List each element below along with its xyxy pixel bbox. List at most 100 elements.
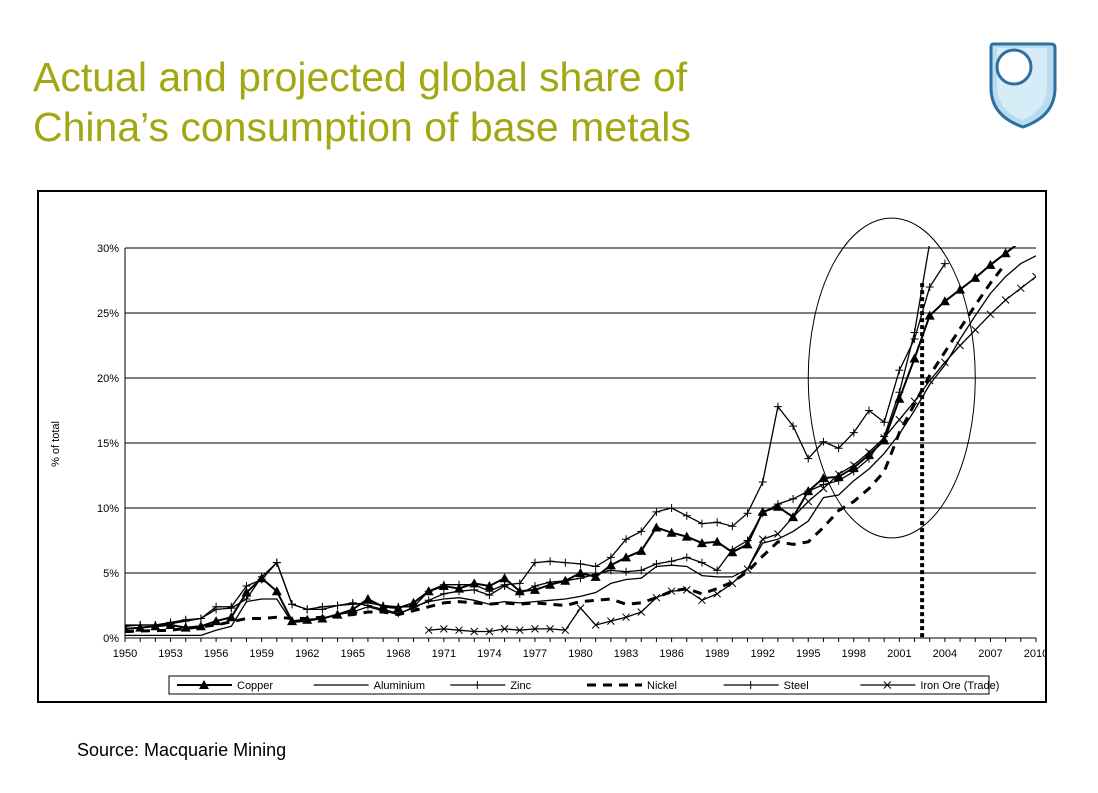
data-point [195, 621, 206, 631]
data-point [789, 494, 798, 503]
data-point [652, 507, 661, 516]
data-point [363, 598, 372, 607]
data-point [728, 522, 737, 531]
data-point [424, 596, 433, 605]
legend-box [168, 675, 990, 695]
data-point [1032, 272, 1036, 281]
data-point [667, 557, 676, 566]
data-point [606, 553, 615, 562]
data-point [667, 504, 676, 512]
series-iron-ore-trade [424, 272, 1036, 636]
data-point [971, 326, 980, 334]
data-point [166, 619, 175, 628]
data-point [939, 296, 950, 306]
data-point [637, 608, 646, 616]
data-point [546, 578, 555, 587]
data-point [561, 626, 570, 635]
data-point [637, 527, 646, 536]
data-point [530, 582, 539, 590]
axis-layer: 0% 5% 10% 15% 20% 25% 30% 1950 1953 1956 1959 1962 1… [97, 243, 1045, 660]
line-chart: 0% 5% 10% 15% 20% 25% 30% 1950 1953 1956 1959 1962 1… [50, 217, 1045, 695]
x-tick-label: 1980 [568, 648, 592, 660]
data-point [242, 595, 251, 603]
data-point [849, 428, 858, 437]
legend-item: Steel [723, 680, 809, 692]
data-point [970, 272, 981, 282]
data-point [758, 478, 767, 486]
series-line [125, 255, 1036, 637]
data-point [333, 601, 342, 610]
data-point [955, 284, 966, 294]
data-point [288, 600, 297, 609]
data-point [713, 566, 722, 575]
data-point [485, 587, 494, 596]
data-point [728, 545, 737, 554]
data-point [151, 621, 160, 629]
y-tick-label: 25% [97, 308, 119, 320]
y-tick-label: 0% [103, 633, 119, 645]
data-point [576, 574, 585, 583]
data-point [211, 616, 222, 626]
data-point [561, 558, 570, 567]
data-point [697, 519, 706, 528]
data-point [362, 594, 373, 603]
data-point [804, 454, 813, 463]
x-tick-label: 1950 [113, 648, 137, 660]
legend-label: Nickel [647, 680, 677, 692]
data-point [864, 406, 873, 415]
data-point [986, 310, 995, 319]
data-point [125, 621, 129, 629]
data-point [681, 531, 692, 541]
data-point [773, 402, 782, 411]
series-steel [125, 259, 949, 629]
data-point [455, 580, 464, 589]
data-point [576, 604, 585, 612]
data-point [473, 681, 482, 689]
data-point [485, 627, 494, 636]
data-point [241, 587, 252, 597]
data-point [713, 518, 722, 527]
data-point [863, 449, 874, 459]
data-point [696, 538, 707, 548]
data-point [1016, 284, 1025, 293]
data-point [303, 605, 312, 614]
data-point [712, 536, 723, 546]
legend-label: Zinc [510, 680, 531, 692]
data-point [682, 586, 691, 594]
data-point [318, 605, 327, 614]
data-point [849, 467, 858, 476]
highlight-ellipse [807, 217, 976, 539]
data-point [910, 397, 919, 406]
series-nickel [125, 262, 1007, 633]
data-point [880, 433, 889, 442]
data-point [910, 335, 919, 343]
data-point [575, 568, 586, 577]
legend-label: Copper [237, 680, 273, 692]
x-tick-label: 1983 [614, 648, 638, 660]
data-point [470, 580, 479, 589]
grid-layer [125, 247, 1036, 639]
data-point [637, 566, 646, 575]
data-point [713, 589, 722, 598]
x-tick-label: 2001 [887, 648, 911, 660]
data-point [880, 418, 889, 427]
data-point [576, 559, 585, 568]
data-point [199, 680, 209, 689]
data-point [591, 570, 600, 579]
data-point [743, 565, 752, 573]
chart-frame: 0% 5% 10% 15% 20% 25% 30% 1950 1953 1956 1959 1962 1… [37, 190, 1047, 703]
annotation-layer [807, 217, 976, 638]
data-point [880, 432, 889, 441]
data-point [257, 575, 266, 584]
data-point [652, 593, 661, 602]
data-point [819, 437, 828, 446]
y-tick-label: 10% [97, 503, 119, 515]
data-point [804, 487, 813, 496]
y-axis-label: % of total [50, 421, 62, 467]
data-point [1001, 296, 1010, 304]
x-tick-label: 1953 [158, 648, 182, 660]
data-point [531, 625, 539, 633]
data-point [667, 587, 676, 596]
series-line [125, 246, 1017, 630]
data-point [455, 626, 463, 635]
